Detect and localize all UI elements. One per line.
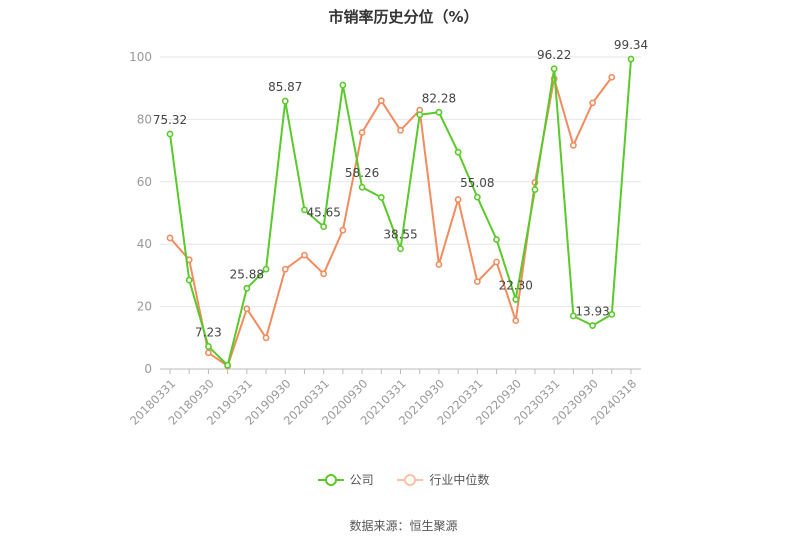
data-point [243,284,251,292]
data-point [358,129,366,136]
data-label: 82.28 [422,91,456,105]
data-label: 7.23 [195,325,222,339]
data-point [243,305,251,313]
data-point [397,126,404,134]
chart-title: 市销率历史分位（%） [328,8,479,26]
y-tick-label: 60 [137,175,152,189]
legend-label-company: 公司 [349,473,374,487]
data-label: 38.55 [383,228,417,242]
data-point [320,270,328,278]
data-point [435,261,443,268]
data-label: 25.88 [230,267,264,281]
legend-line-icon [317,473,344,487]
data-point [166,130,174,138]
data-point [377,193,385,201]
y-tick-label: 80 [137,112,152,126]
data-point [473,193,481,201]
data-point [550,65,558,73]
y-tick-label: 100 [129,50,152,64]
data-label: 99.34 [614,38,648,52]
data-source: 数据来源：恒生聚源 [349,519,458,533]
y-tick-label: 20 [137,300,152,314]
data-point [416,111,424,119]
data-point [320,223,328,230]
data-point [627,55,635,63]
data-label: 55.08 [460,176,494,190]
data-point [205,349,212,357]
data-point [512,296,520,303]
data-point [397,245,404,253]
data-point [339,81,347,89]
data-label: 96.22 [537,48,571,62]
legend-item-industry-median[interactable]: 行业中位数 [397,471,489,488]
data-point [301,251,308,259]
data-point [493,258,500,266]
data-point [301,206,308,214]
data-point [377,97,385,105]
data-point [473,278,481,286]
data-point [569,312,577,320]
series-layer [166,55,635,370]
legend-line-icon [397,473,424,487]
data-point [224,361,232,369]
data-label: 22.30 [499,278,533,292]
data-point [454,196,462,203]
data-point [435,108,443,116]
data-point [281,97,289,105]
y-tick-label: 0 [144,362,152,376]
data-point [608,73,616,81]
data-point [493,236,500,243]
legend-item-company[interactable]: 公司 [317,471,374,488]
data-label-layer: 75.32 7.23 25.88 85.87 45.65 58.26 38.55 82.28 5… [153,38,648,339]
data-point [589,322,596,329]
data-point [358,183,366,191]
data-point [608,310,616,318]
data-point [339,226,347,234]
data-point [185,276,193,284]
legend: 公司 行业中位数 [0,471,807,490]
data-point [531,186,539,193]
data-label: 58.26 [345,166,379,180]
y-tick-label: 40 [137,237,152,251]
data-label: 85.87 [268,80,302,94]
legend-label-industry-median: 行业中位数 [429,473,490,487]
data-point [205,343,212,350]
data-point [569,141,577,149]
data-label: 75.32 [153,113,187,127]
data-label: 45.65 [306,206,340,220]
data-point [262,265,270,273]
data-point [281,265,289,273]
data-point [512,317,520,325]
data-point [589,99,596,107]
data-label: 13.93 [575,305,609,319]
data-point [262,334,270,342]
data-point [166,234,174,242]
data-point [454,148,462,156]
